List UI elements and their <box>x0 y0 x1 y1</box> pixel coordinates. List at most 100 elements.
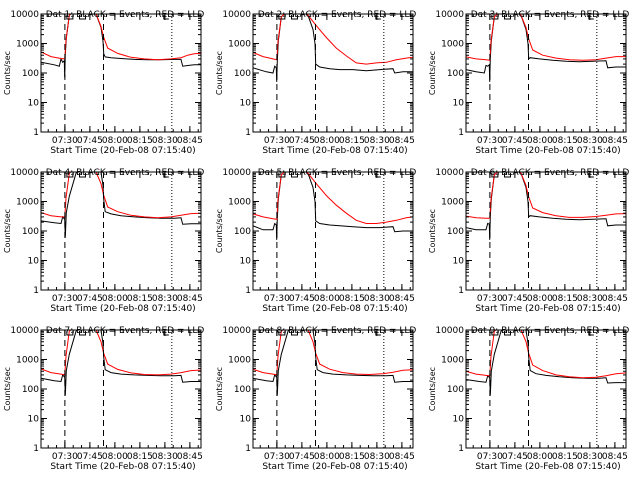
events-series-line <box>253 14 413 82</box>
x-tick-label: 07:30 <box>52 452 78 462</box>
y-tick-label: 100 <box>234 69 251 79</box>
x-tick-label: 07:45 <box>289 294 315 304</box>
x-tick-label: 08:00 <box>102 452 128 462</box>
x-tick-label: 08:30 <box>364 136 390 146</box>
detector-panel-1: 1 10 100 1000 10000 07:30 07:45 08:00 08:15 08:30… <box>3 10 204 156</box>
panel-series-group <box>253 14 413 82</box>
x-tick-label: 08:00 <box>527 136 553 146</box>
panel-title: Det 8: BLACK = Events, RED = LLD <box>258 326 417 336</box>
attenuator-marker <box>588 15 594 20</box>
x-axis-label: Start Time (20-Feb-08 07:15:40) <box>50 146 195 156</box>
y-axis-label: Counts/sec <box>215 51 224 95</box>
attenuator-marker <box>79 173 86 178</box>
x-tick-label: 08:30 <box>577 294 603 304</box>
x-axis-label: Start Time (20-Feb-08 07:15:40) <box>262 146 407 156</box>
y-tick-label: 100 <box>22 385 39 395</box>
panel-title: Det 5: BLACK = Events, RED = LLD <box>258 168 417 178</box>
y-tick-label: 10000 <box>435 10 464 20</box>
x-tick-label: 08:30 <box>577 136 603 146</box>
attenuator-marker <box>291 331 298 336</box>
panel-title: Det 4: BLACK = Events, RED = LLD <box>46 168 205 178</box>
y-tick-label: 100 <box>447 227 464 237</box>
panel-title: Det 3: BLACK = Events, RED = LLD <box>471 10 630 20</box>
detector-panel-8: 1 10 100 1000 10000 07:30 07:45 08:00 08:15 08:30… <box>215 326 416 472</box>
y-tick-label: 1 <box>245 286 251 296</box>
x-axis-label: Start Time (20-Feb-08 07:15:40) <box>475 304 620 314</box>
attenuator-marker <box>375 15 381 20</box>
lld-series-line <box>466 330 626 379</box>
y-tick-label: 10 <box>453 415 465 425</box>
panel-series-group <box>466 14 626 82</box>
y-tick-label: 1 <box>33 444 39 454</box>
x-tick-label: 07:45 <box>502 452 528 462</box>
panel-title: Det 7: BLACK = Events, RED = LLD <box>46 326 205 336</box>
panel-series-group <box>41 172 201 238</box>
x-axis-label: Start Time (20-Feb-08 07:15:40) <box>475 146 620 156</box>
attenuator-marker <box>163 15 169 20</box>
y-tick-label: 10000 <box>10 168 39 178</box>
x-tick-label: 08:45 <box>389 136 415 146</box>
x-tick-label: 08:45 <box>602 294 628 304</box>
x-tick-label: 08:30 <box>152 452 178 462</box>
panel-title: Det 9: BLACK = Events, RED = LLD <box>471 326 630 336</box>
y-tick-label: 100 <box>234 227 251 237</box>
x-axis-label: Start Time (20-Feb-08 07:15:40) <box>50 304 195 314</box>
x-tick-label: 08:45 <box>389 452 415 462</box>
x-tick-label: 07:30 <box>52 294 78 304</box>
x-tick-label: 08:15 <box>339 294 365 304</box>
y-tick-label: 10 <box>240 99 252 109</box>
x-tick-label: 07:30 <box>264 452 290 462</box>
y-tick-label: 1000 <box>441 356 464 366</box>
y-tick-label: 100 <box>22 69 39 79</box>
x-tick-label: 08:30 <box>364 294 390 304</box>
x-tick-label: 07:30 <box>477 136 503 146</box>
y-axis-label: Counts/sec <box>428 209 437 253</box>
x-axis-label: Start Time (20-Feb-08 07:15:40) <box>262 462 407 472</box>
y-tick-label: 1000 <box>441 198 464 208</box>
x-tick-label: 07:45 <box>77 294 103 304</box>
x-tick-label: 08:00 <box>314 294 340 304</box>
y-tick-label: 10 <box>453 99 465 109</box>
x-tick-label: 08:00 <box>314 452 340 462</box>
y-tick-label: 1000 <box>16 198 39 208</box>
attenuator-marker <box>79 331 86 336</box>
panel-title: Det 6: BLACK = Events, RED = LLD <box>471 168 630 178</box>
y-tick-label: 10000 <box>10 326 39 336</box>
x-tick-label: 07:30 <box>477 452 503 462</box>
x-tick-label: 08:15 <box>127 136 153 146</box>
y-tick-label: 100 <box>447 69 464 79</box>
x-tick-label: 07:30 <box>264 294 290 304</box>
detector-panel-7: 1 10 100 1000 10000 07:30 07:45 08:00 08:15 08:30… <box>3 326 204 472</box>
y-tick-label: 10 <box>28 99 40 109</box>
x-tick-label: 07:45 <box>77 136 103 146</box>
y-tick-label: 10000 <box>222 168 251 178</box>
x-tick-label: 08:15 <box>552 136 578 146</box>
x-tick-label: 08:45 <box>177 294 203 304</box>
y-axis-label: Counts/sec <box>428 367 437 411</box>
y-tick-label: 100 <box>22 227 39 237</box>
x-tick-label: 08:45 <box>177 136 203 146</box>
y-tick-label: 1000 <box>441 40 464 50</box>
lld-series-line <box>41 14 201 61</box>
y-axis-label: Counts/sec <box>215 367 224 411</box>
x-tick-label: 08:30 <box>577 452 603 462</box>
x-tick-label: 08:30 <box>152 136 178 146</box>
y-tick-label: 1 <box>458 286 464 296</box>
x-tick-label: 07:30 <box>264 136 290 146</box>
x-tick-label: 08:00 <box>527 294 553 304</box>
detector-panel-9: 1 10 100 1000 10000 07:30 07:45 08:00 08:15 08:30… <box>428 326 629 472</box>
y-axis-label: Counts/sec <box>215 209 224 253</box>
x-tick-label: 08:30 <box>152 294 178 304</box>
panel-series-group <box>41 14 201 78</box>
panel-title: Det 1: BLACK = Events, RED = LLD <box>46 10 205 20</box>
attenuator-marker <box>375 331 381 336</box>
lld-series-line <box>253 14 413 65</box>
x-tick-label: 07:45 <box>289 136 315 146</box>
events-series-line <box>41 172 201 238</box>
y-tick-label: 1000 <box>16 40 39 50</box>
x-tick-label: 08:00 <box>102 294 128 304</box>
events-series-line <box>253 330 413 396</box>
y-tick-label: 1 <box>245 128 251 138</box>
x-tick-label: 07:30 <box>477 294 503 304</box>
